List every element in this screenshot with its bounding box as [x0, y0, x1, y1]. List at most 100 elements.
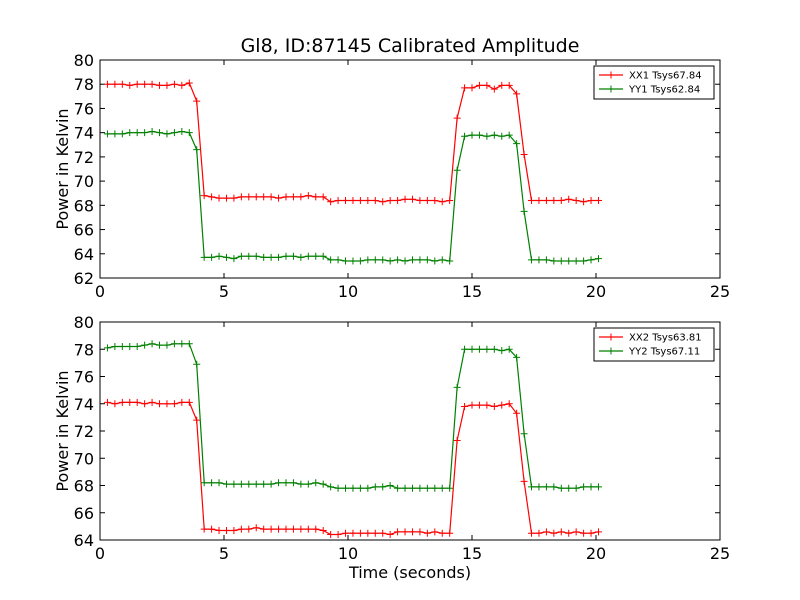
legend-box — [593, 327, 715, 362]
data-point — [513, 140, 521, 148]
data-point — [498, 401, 506, 409]
data-point — [141, 341, 149, 349]
data-point — [118, 343, 126, 351]
y-tick-label: 66 — [74, 221, 94, 240]
series-2 — [103, 127, 602, 265]
data-point — [371, 196, 379, 204]
data-point — [222, 480, 230, 488]
data-point — [542, 196, 550, 204]
data-point — [148, 80, 156, 88]
data-point — [275, 525, 283, 533]
data-point — [118, 130, 126, 138]
data-point — [408, 195, 416, 203]
data-point — [535, 483, 543, 491]
data-point — [327, 256, 335, 264]
data-point — [594, 196, 602, 204]
data-point — [126, 81, 134, 89]
data-point — [327, 531, 335, 539]
legend-marker — [607, 347, 615, 355]
data-point — [178, 81, 186, 89]
data-point — [111, 80, 119, 88]
data-point — [408, 256, 416, 264]
data-point — [542, 483, 550, 491]
data-point — [141, 129, 149, 137]
y-tick-label: 76 — [74, 368, 94, 387]
data-point — [416, 256, 424, 264]
y-tick-label: 80 — [74, 313, 94, 332]
data-point — [111, 130, 119, 138]
data-point — [542, 528, 550, 536]
data-point — [334, 256, 342, 264]
data-point — [222, 253, 230, 261]
data-point — [342, 484, 350, 492]
legend-marker — [607, 85, 615, 93]
data-point — [208, 253, 216, 261]
legend-marker — [607, 71, 615, 79]
data-point — [520, 477, 528, 485]
data-point — [193, 360, 201, 368]
data-point — [275, 253, 283, 261]
data-point — [542, 256, 550, 264]
data-point — [103, 80, 111, 88]
data-point — [200, 525, 208, 533]
data-point — [163, 130, 171, 138]
legend: XX1 Tsys67.84 YY1 Tsys62.84 — [593, 65, 715, 100]
data-point — [267, 253, 275, 261]
data-point — [282, 525, 290, 533]
data-point — [520, 150, 528, 158]
data-point — [453, 114, 461, 122]
x-tick-label: 20 — [586, 282, 606, 301]
data-point — [364, 529, 372, 537]
data-point — [349, 484, 357, 492]
legend: XX2 Tsys63.81 YY2 Tsys67.11 — [593, 327, 715, 362]
data-point — [304, 525, 312, 533]
data-point — [461, 132, 469, 140]
data-point — [208, 193, 216, 201]
data-point — [208, 479, 216, 487]
data-point — [260, 480, 268, 488]
data-point — [304, 252, 312, 260]
legend-label: XX1 Tsys67.84 — [629, 71, 702, 82]
data-point — [349, 257, 357, 265]
data-point — [520, 207, 528, 215]
data-point — [528, 529, 536, 537]
data-point — [565, 484, 573, 492]
data-point — [498, 347, 506, 355]
data-point — [468, 84, 476, 92]
data-point — [230, 194, 238, 202]
data-point — [156, 129, 164, 137]
data-point — [468, 401, 476, 409]
data-point — [267, 193, 275, 201]
y-tick-label: 70 — [74, 449, 94, 468]
data-point — [565, 529, 573, 537]
chart-title: Gl8, ID:87145 Calibrated Amplitude — [241, 35, 580, 57]
data-point — [230, 255, 238, 263]
y-axis-label: Power in Kelvin — [53, 370, 72, 491]
data-point — [170, 129, 178, 137]
data-point — [490, 345, 498, 353]
y-tick-label: 74 — [74, 395, 94, 414]
data-point — [103, 398, 111, 406]
data-point — [349, 529, 357, 537]
data-point — [461, 345, 469, 353]
data-point — [401, 195, 409, 203]
data-point — [505, 400, 513, 408]
data-point — [342, 196, 350, 204]
data-point — [572, 196, 580, 204]
data-point — [126, 398, 134, 406]
data-point — [475, 131, 483, 139]
data-point — [185, 129, 193, 137]
data-point — [237, 480, 245, 488]
data-point — [245, 193, 253, 201]
legend-label: XX2 Tsys63.81 — [629, 333, 702, 344]
data-point — [267, 480, 275, 488]
data-point — [215, 526, 223, 534]
data-point — [289, 252, 297, 260]
y-tick-label: 64 — [74, 531, 94, 550]
data-point — [490, 85, 498, 93]
data-point — [185, 398, 193, 406]
data-point — [483, 81, 491, 89]
data-point — [475, 81, 483, 89]
data-point — [490, 131, 498, 139]
